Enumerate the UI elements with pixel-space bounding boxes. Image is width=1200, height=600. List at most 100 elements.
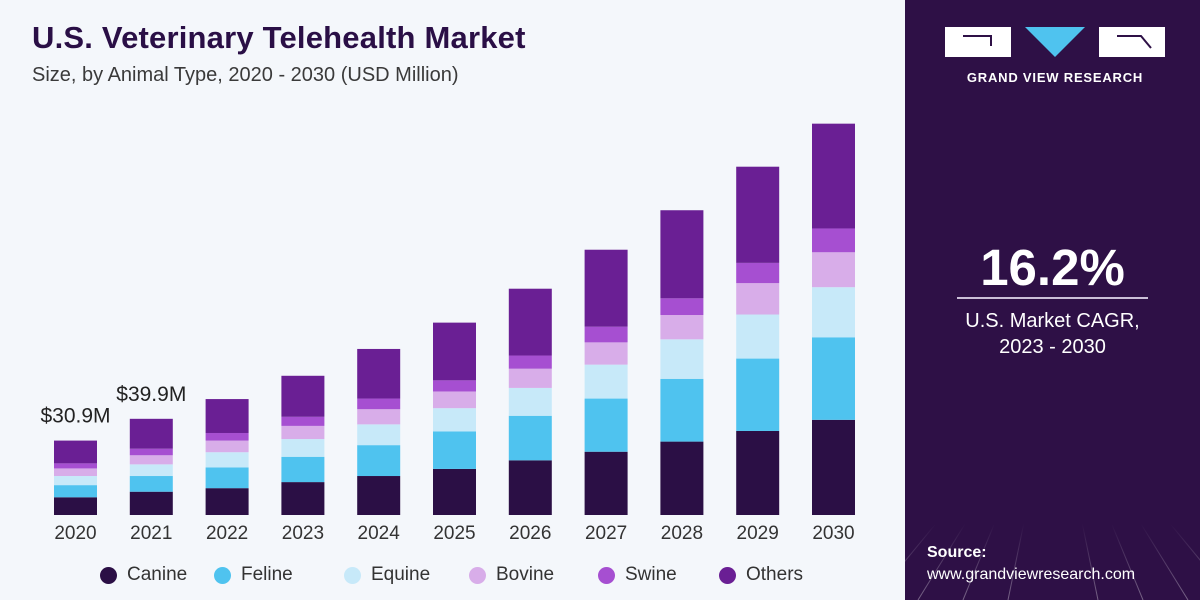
bar-segment-equine-2021 <box>129 464 173 477</box>
legend-swatch-canine <box>100 566 117 584</box>
chart-subtitle: Size, by Animal Type, 2020 - 2030 (USD M… <box>32 64 459 86</box>
bar-segment-bovine-2021 <box>129 455 173 465</box>
bar-segment-swine-2029 <box>736 262 780 284</box>
legend-item-equine: Equine <box>344 564 469 586</box>
bar-segment-canine-2030 <box>812 419 855 515</box>
legend-item-swine: Swine <box>598 564 719 586</box>
stacked-bar-chart: 2020 2021 2022 2023 2024 2025 2026 2027 2028 2029… <box>40 123 855 544</box>
cagr-divider <box>957 297 1148 299</box>
chart-panel: U.S. Veterinary Telehealth Market Size, … <box>0 0 905 600</box>
bar-segment-others-2024 <box>357 348 401 399</box>
bar-segment-swine-2030 <box>812 228 855 253</box>
bar-segment-canine-2025 <box>433 468 476 515</box>
legend-label-bovine: Bovine <box>496 564 555 585</box>
bar-segment-others-2022 <box>205 399 249 433</box>
legend-label-feline: Feline <box>241 564 293 585</box>
bar-segment-others-2029 <box>736 166 780 263</box>
bar-segment-equine-2030 <box>812 287 855 338</box>
legend-swatch-equine <box>344 566 361 584</box>
bar-segment-bovine-2030 <box>812 252 855 288</box>
bar-segment-canine-2023 <box>281 482 325 515</box>
bar-segment-bovine-2029 <box>736 283 780 315</box>
bar-segment-others-2026 <box>508 288 552 356</box>
bar-segment-feline-2022 <box>205 467 249 489</box>
bar-segment-equine-2023 <box>281 439 325 457</box>
bar-segment-feline-2023 <box>281 456 325 483</box>
bar-segment-feline-2021 <box>129 476 173 492</box>
bar-segment-equine-2028 <box>660 339 704 379</box>
bar-segment-equine-2029 <box>736 314 780 359</box>
source-url[interactable]: www.grandviewresearch.com <box>927 566 1136 583</box>
x-tick-label-2026: 2026 <box>509 523 551 544</box>
bar-segment-swine-2022 <box>205 432 249 441</box>
bar-segment-swine-2025 <box>433 380 476 392</box>
bar-segment-canine-2027 <box>584 451 628 515</box>
bar-segment-equine-2027 <box>584 364 628 399</box>
bar-segment-bovine-2025 <box>433 391 476 409</box>
bar-segment-canine-2029 <box>736 430 780 515</box>
bar-segment-swine-2023 <box>281 416 325 426</box>
legend-item-feline: Feline <box>214 564 344 586</box>
bar-segment-feline-2027 <box>584 398 628 452</box>
legend-label-canine: Canine <box>127 564 188 585</box>
bar-segment-bovine-2028 <box>660 315 704 340</box>
bar-segment-feline-2020 <box>54 485 97 498</box>
x-tick-label-2028: 2028 <box>661 523 703 544</box>
cagr-label-line1: U.S. Market CAGR, <box>965 310 1140 332</box>
bar-segment-others-2028 <box>660 210 704 299</box>
bar-segment-equine-2024 <box>357 424 401 446</box>
legend-swatch-bovine <box>469 566 486 584</box>
brand-name: GRAND VIEW RESEARCH <box>966 70 1144 85</box>
bar-segment-feline-2029 <box>736 358 780 431</box>
bar-segment-swine-2024 <box>357 398 401 410</box>
x-tick-label-2021: 2021 <box>130 523 172 544</box>
bar-segment-canine-2026 <box>508 460 552 515</box>
grid-background-decoration <box>905 429 1200 600</box>
legend-swatch-feline <box>214 566 231 584</box>
bar-segment-feline-2024 <box>357 445 401 477</box>
bar-segment-canine-2028 <box>660 441 704 515</box>
bar-segment-others-2020 <box>54 440 97 464</box>
legend-item-canine: Canine <box>100 564 214 586</box>
bar-segment-swine-2027 <box>584 326 628 343</box>
bar-segment-swine-2020 <box>54 463 97 469</box>
bar-segment-equine-2025 <box>433 408 476 432</box>
bar-segment-swine-2026 <box>508 355 552 369</box>
x-tick-label-2027: 2027 <box>585 523 627 544</box>
legend-swatch-swine <box>598 566 615 584</box>
legend-swatch-others <box>719 566 736 584</box>
bar-segment-equine-2026 <box>508 387 552 416</box>
bar-segment-bovine-2022 <box>205 440 249 453</box>
gvr-logo <box>945 22 1165 67</box>
x-tick-label-2024: 2024 <box>358 523 401 544</box>
x-tick-label-2030: 2030 <box>812 523 854 544</box>
bar-segment-bovine-2023 <box>281 425 325 440</box>
bar-segment-feline-2025 <box>433 431 476 469</box>
source-label: Source: <box>927 544 987 561</box>
data-label-2020: $30.9M <box>40 405 110 428</box>
bar-segment-swine-2028 <box>660 298 704 316</box>
cagr-label: U.S. Market CAGR, 2023 - 2030 <box>905 308 1200 360</box>
bar-segment-others-2021 <box>129 418 173 449</box>
bar-segment-equine-2022 <box>205 452 249 468</box>
data-label-2021: $39.9M <box>116 383 186 406</box>
bar-segment-canine-2024 <box>357 476 401 515</box>
x-tick-label-2023: 2023 <box>282 523 324 544</box>
legend-label-swine: Swine <box>625 564 677 585</box>
bar-segment-swine-2021 <box>129 448 173 456</box>
bar-segment-bovine-2027 <box>584 342 628 365</box>
bar-segment-others-2025 <box>433 322 476 381</box>
bar-segment-bovine-2026 <box>508 368 552 388</box>
bar-segment-others-2027 <box>584 249 628 327</box>
side-panel: GRAND VIEW RESEARCH 16.2% U.S. Market CA… <box>905 0 1200 600</box>
chart-legend: Canine Feline Equine Bovine Swine Others <box>100 564 829 586</box>
gvr-logo-icon <box>945 27 1165 57</box>
bar-segment-canine-2020 <box>54 497 97 515</box>
bar-segment-bovine-2024 <box>357 409 401 425</box>
x-tick-label-2020: 2020 <box>54 523 96 544</box>
bar-segment-feline-2030 <box>812 337 855 420</box>
bar-segment-feline-2028 <box>660 378 704 442</box>
bar-segment-others-2023 <box>281 375 325 417</box>
bar-segment-bovine-2020 <box>54 468 97 477</box>
